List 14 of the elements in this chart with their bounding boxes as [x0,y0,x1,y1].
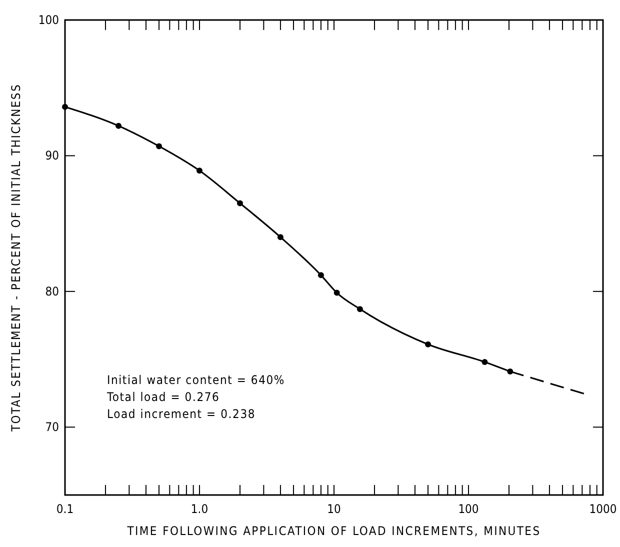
y-tick-label: 100 [38,13,60,27]
y-tick-label: 80 [45,284,60,298]
x-tick-label: 10 [327,502,341,516]
annotation: Initial water content = 640% [107,373,285,387]
y-tick-label: 90 [45,148,60,163]
annotation: Total load = 0.276 [106,390,220,404]
annotation: Load increment = 0.238 [107,407,256,421]
x-tick-label: 1000 [589,502,617,516]
y-tick-label: 70 [45,420,60,434]
x-axis-title: TIME FOLLOWING APPLICATION OF LOAD INCREMENTS, MINUTES [126,524,541,538]
x-tick-label: 0.1 [56,502,74,516]
y-axis-title: TOTAL SETTLEMENT - PERCENT OF INITIAL THICKNESS [9,84,23,432]
x-tick-label: 1.0 [190,502,208,516]
x-tick-label: 100 [458,502,479,516]
